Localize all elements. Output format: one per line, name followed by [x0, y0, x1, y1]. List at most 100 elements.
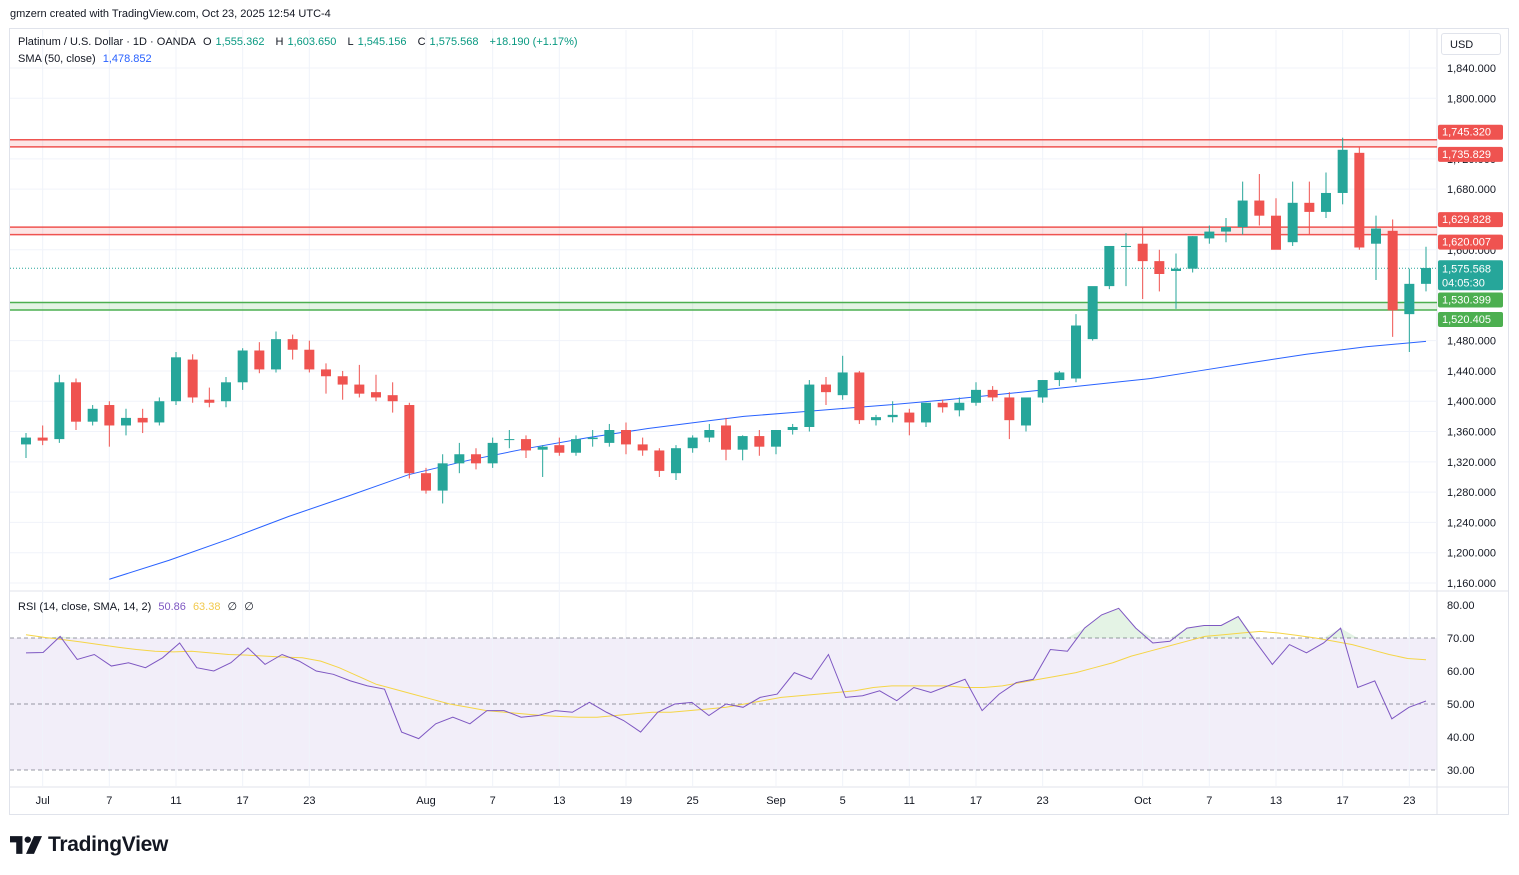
candle-body[interactable]: [1137, 243, 1148, 262]
candle-body[interactable]: [304, 349, 315, 370]
candle-body[interactable]: [737, 436, 748, 450]
candle-body[interactable]: [1204, 231, 1215, 239]
candle-body[interactable]: [54, 382, 65, 440]
currency-button[interactable]: USD: [1441, 33, 1501, 55]
candle-body[interactable]: [271, 339, 281, 370]
candle-body[interactable]: [371, 392, 381, 398]
candle-body[interactable]: [1021, 397, 1031, 426]
candle-body[interactable]: [921, 402, 931, 423]
candle-body[interactable]: [221, 382, 231, 402]
candle-body[interactable]: [1087, 286, 1098, 340]
candle-body[interactable]: [671, 448, 681, 474]
candle-body[interactable]: [1254, 200, 1265, 216]
candle-body[interactable]: [454, 454, 465, 464]
candle-body[interactable]: [837, 372, 848, 396]
candle-body[interactable]: [254, 350, 265, 370]
candle-body[interactable]: [387, 395, 398, 402]
candle-body[interactable]: [237, 350, 248, 383]
candle-body[interactable]: [404, 405, 415, 474]
candle-body[interactable]: [1304, 202, 1315, 212]
candle-body[interactable]: [637, 444, 648, 451]
candle-body[interactable]: [704, 430, 715, 438]
candle-body[interactable]: [787, 426, 798, 431]
candle-body[interactable]: [654, 450, 665, 471]
candle-body[interactable]: [104, 405, 115, 426]
candle-body[interactable]: [1004, 397, 1015, 421]
candle-body[interactable]: [621, 430, 631, 445]
sma-value: 1,478.852: [102, 53, 152, 65]
candle-body[interactable]: [421, 473, 431, 491]
candle-body[interactable]: [504, 439, 515, 441]
candle-body[interactable]: [1187, 236, 1198, 269]
candle-body[interactable]: [954, 402, 965, 411]
candle-body[interactable]: [487, 442, 498, 464]
candle-body[interactable]: [1037, 380, 1048, 398]
rsi-ma-line[interactable]: [25, 630, 1427, 718]
candle-body[interactable]: [121, 417, 131, 426]
candle-body[interactable]: [971, 389, 981, 403]
candle-body[interactable]: [937, 402, 948, 408]
candle-body[interactable]: [187, 359, 198, 398]
candle-body[interactable]: [687, 437, 698, 449]
candle-body[interactable]: [337, 376, 348, 385]
rsi-legend[interactable]: RSI (14, close, SMA, 14, 2) 50.86 63.38 …: [18, 600, 258, 613]
candle-body[interactable]: [154, 401, 165, 423]
support-zone[interactable]: [10, 302, 1437, 311]
candle-body[interactable]: [471, 454, 481, 464]
candle-body[interactable]: [437, 463, 448, 491]
candle-body[interactable]: [987, 389, 998, 398]
candle-body[interactable]: [87, 408, 98, 422]
tradingview-logo[interactable]: TradingView: [10, 833, 168, 857]
candle-body[interactable]: [37, 437, 48, 441]
candle-body[interactable]: [554, 445, 565, 453]
candle-body[interactable]: [804, 384, 815, 427]
candle-body[interactable]: [721, 425, 731, 450]
candle-body[interactable]: [321, 369, 331, 377]
candle-body[interactable]: [1287, 202, 1298, 243]
candle-body[interactable]: [354, 384, 365, 394]
candle-body[interactable]: [1404, 283, 1415, 315]
candle-body[interactable]: [604, 430, 615, 443]
candle-body[interactable]: [1121, 245, 1131, 247]
candle-body[interactable]: [1371, 228, 1381, 244]
candle-body[interactable]: [904, 412, 915, 423]
resistance-zone[interactable]: [10, 139, 1437, 147]
candle-body[interactable]: [854, 372, 865, 421]
candle-body[interactable]: [1321, 192, 1331, 212]
rsi-line[interactable]: [25, 607, 1427, 740]
price-tick-label: 1,480.000: [1447, 336, 1496, 348]
candle-body[interactable]: [1354, 152, 1365, 248]
candle-body[interactable]: [1154, 261, 1165, 274]
candle-body[interactable]: [521, 439, 531, 451]
sma-50-line[interactable]: [109, 340, 1427, 580]
candle-body[interactable]: [887, 414, 898, 418]
candle-body[interactable]: [537, 446, 548, 450]
candle-body[interactable]: [1421, 267, 1431, 284]
candle-body[interactable]: [137, 417, 148, 423]
candle-body[interactable]: [71, 382, 81, 422]
candle-body[interactable]: [771, 430, 781, 447]
candle-body[interactable]: [1237, 200, 1248, 228]
candle-body[interactable]: [1337, 149, 1348, 193]
candle-body[interactable]: [1104, 245, 1115, 287]
candle-body[interactable]: [1054, 372, 1065, 381]
candle-body[interactable]: [171, 357, 181, 402]
candle-body[interactable]: [204, 399, 215, 403]
sma-legend[interactable]: SMA (50, close) 1,478.852: [18, 53, 156, 65]
candle-body[interactable]: [21, 437, 31, 445]
candle-body[interactable]: [871, 417, 881, 421]
candle-body[interactable]: [587, 437, 598, 440]
candle-body[interactable]: [1387, 230, 1398, 311]
symbol-title[interactable]: Platinum / U.S. Dollar · 1D · OANDA: [18, 36, 196, 48]
candle-body[interactable]: [1071, 325, 1081, 379]
candle-body[interactable]: [1271, 215, 1281, 250]
candle-body[interactable]: [754, 436, 765, 447]
candle-body[interactable]: [287, 339, 298, 350]
candle-body[interactable]: [1171, 268, 1181, 271]
resistance-price-tag: [1438, 212, 1503, 228]
candle-body[interactable]: [821, 384, 831, 393]
candle-body[interactable]: [571, 439, 581, 453]
resistance-zone[interactable]: [10, 227, 1437, 235]
candle-body[interactable]: [1221, 227, 1231, 232]
